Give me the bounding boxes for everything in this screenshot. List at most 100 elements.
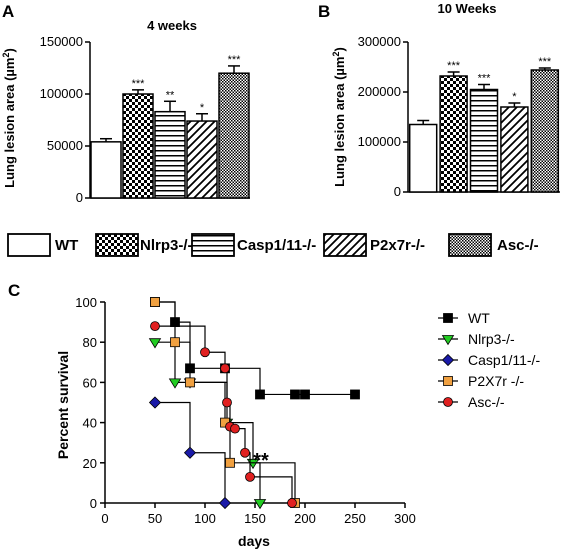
survival-legend-label-5: Asc-/- (468, 394, 505, 410)
series-5-point (230, 423, 240, 434)
panel-a-ylabel: Lung lesion area (µm2) (1, 48, 17, 188)
panel-a-significance-2: *** (132, 78, 146, 90)
significance-annotation: ** (253, 450, 269, 472)
series-5-point (200, 347, 210, 358)
series-5-point (220, 363, 230, 374)
series-1-point (290, 389, 300, 400)
panel-a-significance-5: *** (228, 54, 242, 66)
series-2-point (168, 378, 182, 389)
panel-b-significance-2: *** (447, 60, 461, 72)
panel-a-y-tick-label: 150000 (40, 34, 83, 49)
panel-a-y-tick-label: 50000 (47, 138, 83, 153)
survival-legend-label-4: P2X7r -/- (468, 373, 524, 389)
panel-c-y-tick-label: 40 (83, 416, 97, 431)
survival-legend-marker-5 (443, 397, 453, 407)
panel-b-bar-3 (469, 88, 499, 193)
survival-legend-label-2: Nlrp3-/- (468, 331, 515, 347)
survival-legend: WT Nlrp3-/- Casp1/11-/- P2X7r -/- Asc-/- (438, 310, 540, 410)
panel-c-label: C (8, 281, 20, 300)
series-5-point (240, 447, 250, 458)
panel-c-x-tick-label: 200 (294, 511, 316, 526)
panel-a-bar-1 (90, 141, 122, 199)
legend-swatch-1 (7, 233, 51, 257)
panel-c-x-tick-label: 300 (394, 511, 416, 526)
panel-c-y-tick-label: 0 (90, 496, 97, 511)
series-2-point (148, 338, 162, 349)
panel-b-title: 10 Weeks (437, 1, 496, 16)
legend-swatch-5 (448, 233, 492, 257)
panel-b-y-tick-label: 100000 (358, 134, 401, 149)
legend-label-2: Nlrp3-/- (140, 237, 193, 254)
panel-b-bar-5 (530, 69, 560, 193)
panel-c-x-tick-label: 50 (148, 511, 162, 526)
panel-c-xlabel: days (238, 533, 270, 549)
series-4-point (225, 457, 235, 468)
survival-legend-marker-3 (441, 353, 455, 367)
legend-swatch-3 (191, 233, 235, 257)
panel-a-label: A (2, 2, 14, 21)
panel-a-significance-3: ** (166, 89, 175, 101)
survival-legend-label-3: Casp1/11-/- (468, 352, 540, 368)
survival-legend-marker-4 (443, 376, 453, 386)
panel-a-ylabel-unit: µm (2, 58, 17, 77)
series-5-point (222, 397, 232, 408)
survival-legend-label-1: WT (468, 310, 490, 326)
series-2-point (253, 499, 267, 510)
panel-c-survival-chart: C Percent survival days 0 20 40 60 80 100 0 50 1… (8, 281, 540, 549)
panel-b-ylabel-unit: µm (332, 57, 347, 76)
panel-a-ylabel-sup: 2 (1, 53, 11, 58)
legend-swatch-4 (323, 233, 367, 257)
panel-b-bar-chart: B 10 Weeks Lung lesion area (µm2) 0 10000… (318, 1, 560, 199)
panel-b-y-tick-label: 300000 (358, 34, 401, 49)
panel-b-ylabel-text: Lung lesion area ( (332, 75, 347, 187)
panel-a-bar-2 (122, 93, 154, 199)
svg-text:Lung lesion area (µm2): Lung lesion area (µm2) (1, 48, 17, 188)
panel-c-y-tick-label: 80 (83, 335, 97, 350)
series-2 (148, 338, 267, 510)
panel-a-bar-3 (154, 110, 186, 199)
bar-legend: WT Nlrp3-/- Casp1/11-/- P2x7r-/- Asc-/- (7, 233, 539, 257)
panel-b-label: B (318, 2, 330, 21)
panel-b-significance-3: *** (478, 73, 492, 85)
panel-a-ylabel-close: ) (2, 48, 17, 52)
legend-label-5: Asc-/- (497, 237, 539, 254)
panel-b-significance-5: *** (538, 56, 552, 68)
panel-a-title: 4 weeks (147, 18, 197, 33)
panel-c-x-tick-label: 250 (344, 511, 366, 526)
panel-a-y-tick-label: 100000 (40, 86, 83, 101)
legend-label-3: Casp1/11-/- (237, 237, 316, 254)
panel-b-ylabel: Lung lesion area (µm2) (331, 47, 347, 187)
panel-a-bar-4 (186, 120, 218, 199)
panel-c-x-tick-label: 100 (194, 511, 216, 526)
panel-b-ylabel-sup: 2 (331, 52, 341, 57)
series-1-point (300, 389, 310, 400)
panel-b-bar-2 (439, 75, 468, 193)
panel-b-significance-4: * (512, 91, 517, 103)
panel-c-y-tick-label: 60 (83, 375, 97, 390)
series-4-point (170, 337, 180, 348)
series-1 (150, 297, 360, 400)
panel-a-bar-chart: A 4 weeks Lung lesion area (µm2) 0 50000 1… (1, 2, 250, 205)
series-1-point (350, 389, 360, 400)
panel-b-y-tick-label: 0 (394, 184, 401, 199)
series-5-point (150, 321, 160, 332)
panel-a-ylabel-text: Lung lesion area ( (2, 76, 17, 188)
panel-a-bar-5 (218, 72, 250, 199)
series-2-step-line (155, 341, 261, 503)
series-4-point (150, 297, 160, 307)
panel-c-y-tick-label: 100 (75, 295, 97, 310)
panel-b-bar-1 (408, 123, 438, 193)
survival-legend-marker-2 (441, 335, 455, 346)
panel-c-x-tick-label: 0 (101, 511, 108, 526)
panel-c-ylabel: Percent survival (55, 351, 71, 459)
panel-c-x-tick-label: 150 (244, 511, 266, 526)
legend-label-4: P2x7r-/- (370, 237, 425, 254)
series-4-point (185, 377, 195, 388)
series-1-step-line (155, 301, 355, 396)
series-4-step-line (155, 301, 296, 503)
panel-a-y-tick-label: 0 (76, 190, 83, 205)
panel-b-y-tick-label: 200000 (358, 84, 401, 99)
